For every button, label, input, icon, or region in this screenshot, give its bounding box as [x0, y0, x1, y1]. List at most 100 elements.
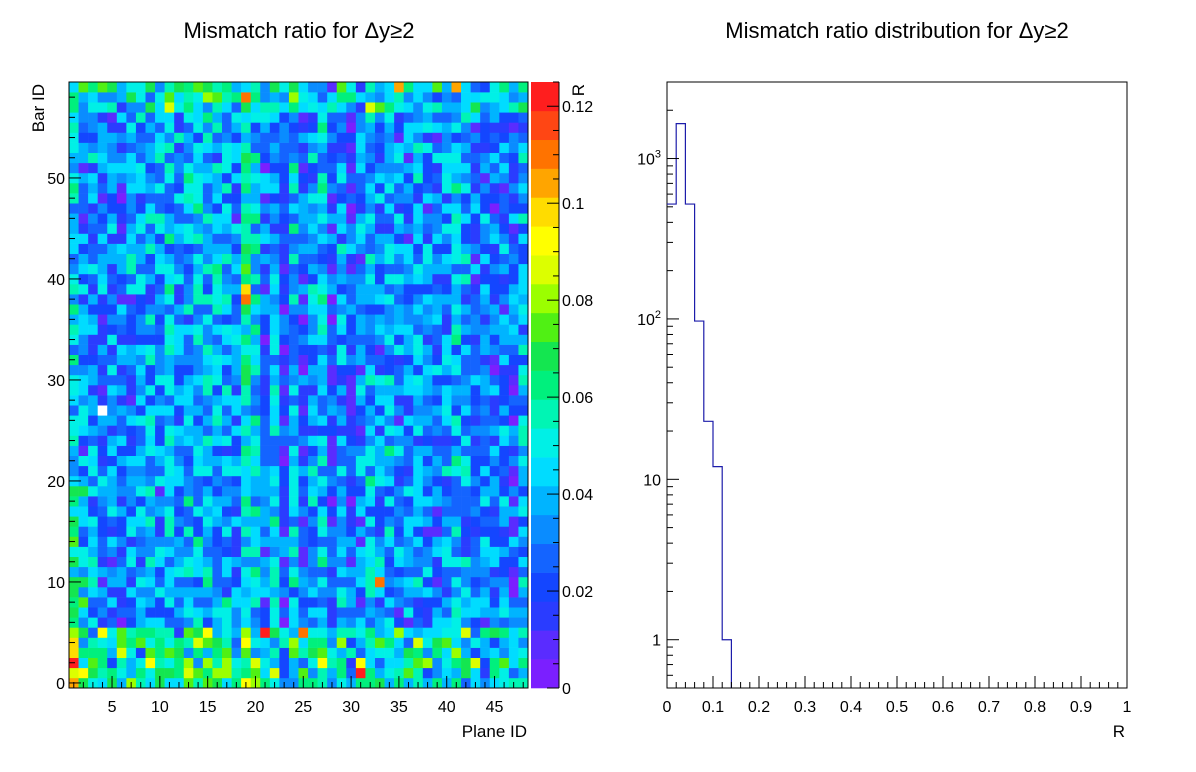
heatmap-x-tick-label: 20	[247, 699, 265, 716]
heatmap-cell	[451, 122, 462, 133]
heatmap-cell	[222, 122, 232, 133]
heatmap-cell	[461, 284, 471, 295]
heatmap-cell	[480, 405, 491, 416]
heatmap-cell	[413, 425, 424, 436]
heatmap-cell	[384, 304, 395, 315]
heatmap-cell	[222, 667, 232, 679]
heatmap-cell	[489, 435, 500, 446]
heatmap-cell	[461, 445, 471, 456]
heatmap-cell	[308, 102, 318, 113]
heatmap-cell	[384, 334, 395, 345]
heatmap-cell	[346, 294, 357, 305]
heatmap-cell	[403, 334, 414, 345]
histogram-y-tick-label: 10	[643, 472, 661, 489]
heatmap-cell	[260, 526, 271, 537]
heatmap-cell	[222, 213, 232, 224]
heatmap-cell	[97, 162, 108, 174]
heatmap-cell	[116, 253, 127, 265]
heatmap-cell	[298, 506, 309, 517]
heatmap-cell	[441, 647, 452, 658]
heatmap-cell	[202, 405, 213, 416]
heatmap-cell	[480, 506, 491, 517]
heatmap-cell	[279, 364, 290, 376]
heatmap-cell	[164, 607, 175, 618]
heatmap-cell	[422, 112, 433, 123]
heatmap-cell	[250, 657, 261, 669]
heatmap-cell	[279, 354, 290, 366]
heatmap-cell	[88, 516, 98, 527]
heatmap-cell	[432, 112, 443, 123]
heatmap-cell	[489, 203, 500, 214]
heatmap-cell	[346, 213, 357, 224]
heatmap-cell	[155, 294, 165, 305]
heatmap-cell	[317, 364, 328, 376]
heatmap-cell	[288, 263, 299, 275]
heatmap-cell	[88, 284, 98, 295]
heatmap-cell	[489, 415, 500, 426]
heatmap-cell	[394, 385, 404, 396]
heatmap-cell	[155, 102, 165, 113]
heatmap-cell	[394, 667, 404, 679]
heatmap-cell	[78, 364, 89, 376]
heatmap-cell	[461, 415, 471, 426]
heatmap-cell	[470, 637, 481, 648]
heatmap-cell	[107, 415, 118, 426]
heatmap-cell	[518, 284, 529, 295]
heatmap-cell	[461, 193, 471, 204]
heatmap-cell	[78, 213, 89, 224]
heatmap-cell	[231, 587, 242, 598]
heatmap-cell	[212, 284, 223, 295]
heatmap-cell	[422, 435, 433, 446]
heatmap-cell	[346, 637, 357, 648]
heatmap-cell	[174, 284, 185, 295]
heatmap-cell	[403, 556, 414, 568]
heatmap-cell	[403, 576, 414, 588]
heatmap-cell	[193, 233, 204, 244]
heatmap-cell	[441, 162, 452, 174]
heatmap-cell	[279, 617, 290, 628]
heatmap-cell	[499, 647, 510, 658]
heatmap-cell	[518, 546, 529, 557]
heatmap-cell	[97, 445, 108, 456]
heatmap-cell	[202, 536, 213, 547]
heatmap-cell	[355, 546, 366, 557]
heatmap-cell	[308, 405, 318, 416]
heatmap-cell	[145, 122, 156, 133]
heatmap-cell	[288, 435, 299, 446]
heatmap-cell	[212, 435, 223, 446]
heatmap-cell	[164, 223, 175, 234]
heatmap-cell	[288, 445, 299, 456]
heatmap-cell	[135, 385, 146, 396]
heatmap-cell	[508, 405, 519, 416]
heatmap-cell	[116, 637, 127, 648]
heatmap-cell	[317, 152, 328, 164]
color-scale-tick-label: 0.12	[562, 99, 593, 116]
heatmap-cell	[461, 112, 471, 123]
heatmap-cell	[384, 374, 395, 386]
heatmap-cell	[222, 425, 232, 436]
heatmap-cell	[346, 324, 357, 335]
heatmap-cell	[461, 304, 471, 315]
heatmap-cell	[451, 253, 462, 265]
heatmap-cell	[155, 162, 165, 174]
heatmap-cell	[394, 435, 404, 446]
heatmap-cell	[298, 587, 309, 598]
heatmap-cell	[394, 314, 404, 325]
heatmap-cell	[508, 597, 519, 608]
heatmap-cell	[269, 486, 280, 497]
heatmap-cell	[508, 294, 519, 305]
heatmap-cell	[78, 294, 89, 305]
heatmap-cell	[155, 627, 165, 638]
heatmap-cell	[403, 152, 414, 164]
heatmap-cell	[78, 152, 89, 164]
color-scale-segment	[531, 226, 559, 256]
heatmap-cell	[403, 627, 414, 638]
heatmap-cell	[250, 122, 261, 133]
heatmap-cell	[269, 112, 280, 123]
heatmap-cell	[365, 506, 376, 517]
heatmap-cell	[461, 253, 471, 265]
heatmap-cell	[155, 193, 165, 204]
heatmap-cell	[107, 253, 118, 265]
heatmap-cell	[336, 506, 347, 517]
heatmap-cell	[298, 607, 309, 618]
